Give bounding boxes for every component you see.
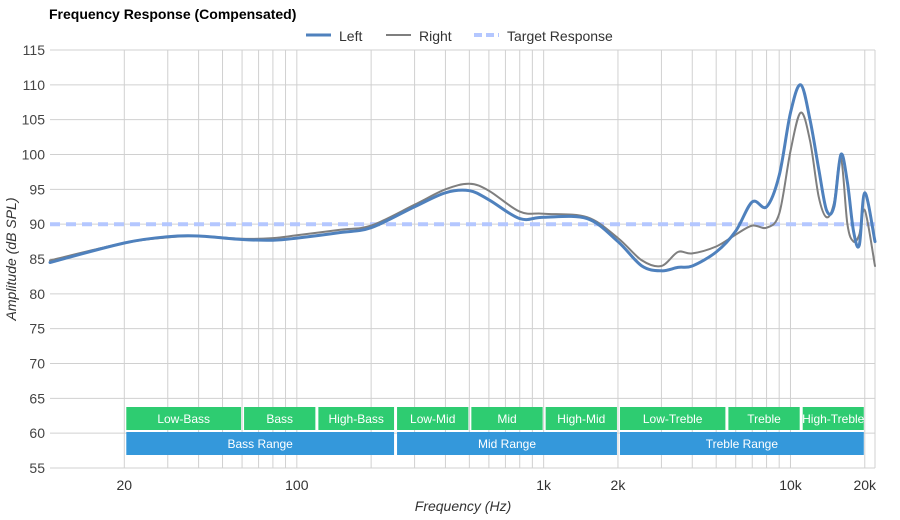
series-lines <box>48 83 877 273</box>
x-tick-label: 100 <box>285 477 309 493</box>
band-label: Low-Treble <box>643 412 703 426</box>
band-label: Low-Bass <box>157 412 210 426</box>
frequency-bands: Low-Bass Bass High-Bass Low-Mid Mid High-Mid L… <box>126 407 865 455</box>
y-tick-labels: 55 60 65 70 75 80 85 90 95 100 105 110 115 <box>22 42 46 476</box>
y-tick-label: 65 <box>29 390 45 406</box>
band-mid-range <box>397 432 617 455</box>
legend: Left Right Target Response <box>306 28 613 44</box>
band-high-treble <box>802 407 864 430</box>
band-low-mid <box>397 407 469 430</box>
band-mid <box>471 407 543 430</box>
band-bass-range <box>126 432 395 455</box>
y-tick-label: 95 <box>29 181 45 197</box>
band-label: Low-Mid <box>410 412 455 426</box>
x-tick-label: 2k <box>611 477 627 493</box>
y-axis-label: Amplitude (dB SPL) <box>3 198 19 322</box>
band-label: Treble Range <box>706 437 779 451</box>
band-high-mid <box>545 407 617 430</box>
y-gridlines <box>50 49 875 469</box>
x-tick-labels: 20 100 1k 2k 10k 20k <box>117 477 878 493</box>
band-label: High-Treble <box>802 412 865 426</box>
x-tick-label: 10k <box>779 477 803 493</box>
band-treble <box>728 407 800 430</box>
band-label: Mid Range <box>478 437 536 451</box>
y-tick-label: 110 <box>23 77 46 93</box>
x-tick-label: 1k <box>536 477 552 493</box>
y-tick-label: 105 <box>22 112 46 128</box>
x-tick-label: 20k <box>853 477 877 493</box>
y-tick-label: 60 <box>29 425 45 441</box>
y-tick-label: 75 <box>29 321 45 337</box>
band-bass <box>244 407 316 430</box>
x-tick-label: 20 <box>117 477 133 493</box>
y-tick-label: 85 <box>29 251 45 267</box>
x-gridlines <box>123 50 876 468</box>
legend-label: Target Response <box>507 28 613 44</box>
band-label: Bass <box>266 412 293 426</box>
y-tick-label: 100 <box>22 147 46 163</box>
y-tick-label: 70 <box>29 356 45 372</box>
y-tick-label: 55 <box>29 460 45 476</box>
legend-label: Right <box>419 28 452 44</box>
x-axis-label: Frequency (Hz) <box>415 498 511 514</box>
band-label: High-Bass <box>329 412 384 426</box>
y-tick-label: 115 <box>23 42 46 58</box>
band-treble-range <box>619 432 864 455</box>
band-high-bass <box>318 407 395 430</box>
band-low-bass <box>126 407 242 430</box>
y-tick-label: 90 <box>29 216 45 232</box>
band-label: High-Mid <box>557 412 605 426</box>
band-low-treble <box>619 407 726 430</box>
chart-title: Frequency Response (Compensated) <box>49 6 296 22</box>
y-tick-label: 80 <box>29 286 45 302</box>
band-label: Mid <box>497 412 516 426</box>
legend-label: Left <box>339 28 362 44</box>
series-line-left <box>48 83 877 273</box>
band-label: Bass Range <box>227 437 293 451</box>
band-label: Treble <box>747 412 781 426</box>
